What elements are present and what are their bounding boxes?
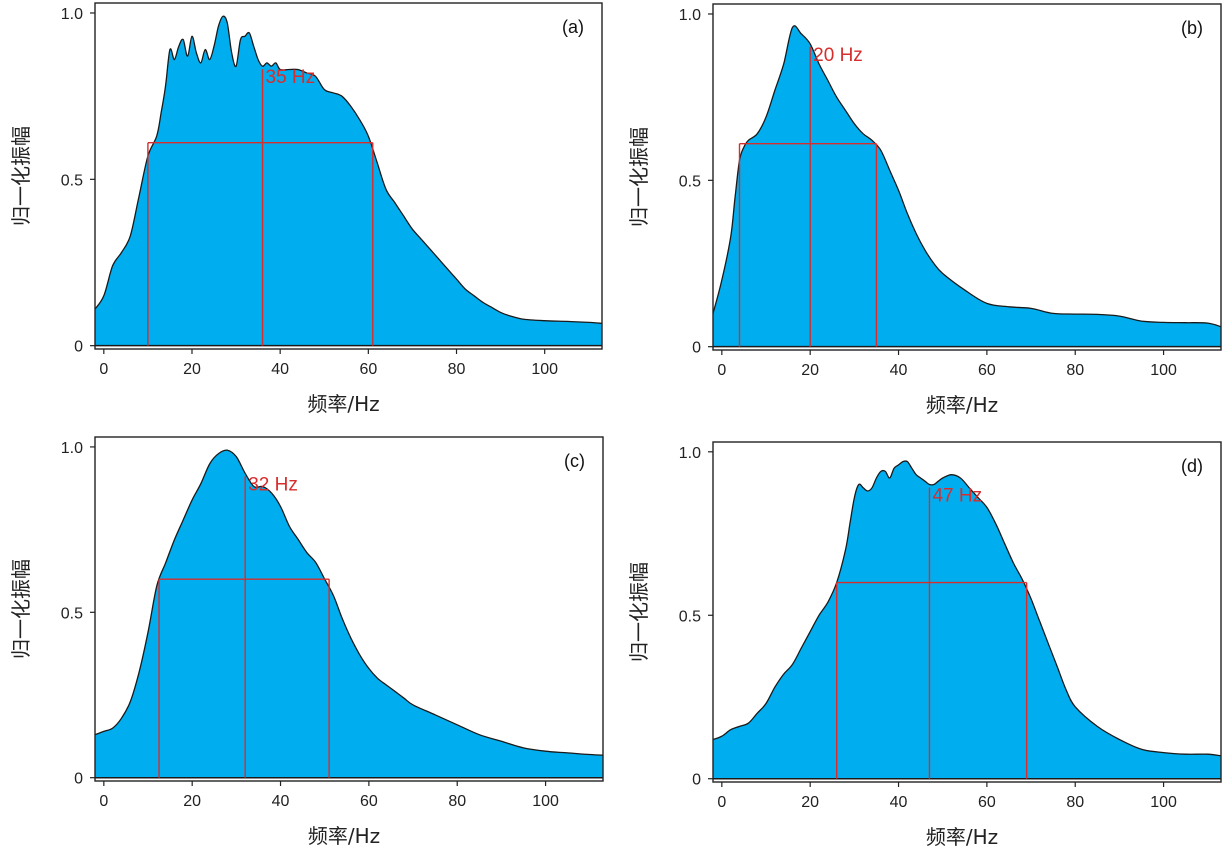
spectrum-outline xyxy=(94,15,603,325)
panel-label: (d) xyxy=(1181,456,1203,476)
plot-frame xyxy=(94,436,604,782)
spectrum-area xyxy=(95,450,603,778)
chart-panel-d: 47 Hz 0 20 40 60 80 100 0 0.5 1.0 频率/Hz 归一化振幅 (d) xyxy=(627,441,1222,849)
spectrum-area xyxy=(713,460,1221,779)
spectrum-outline xyxy=(94,449,604,756)
x-tick-label: 80 xyxy=(448,793,466,810)
x-tick-label: 20 xyxy=(183,793,201,810)
plot-frame xyxy=(712,3,1222,351)
spectrum-area xyxy=(95,16,602,346)
y-tick-label: 0 xyxy=(74,339,83,356)
x-tick-label: 60 xyxy=(359,361,377,378)
x-tick-label: 100 xyxy=(1150,362,1177,379)
chart-panel-c: 32 Hz 0 20 40 60 80 100 0 0.5 1.0 频率/Hz 归一化振幅 (c) xyxy=(9,436,604,848)
peak-frequency-label: 35 Hz xyxy=(266,67,316,88)
y-tick-label: 1.0 xyxy=(679,445,701,462)
y-tick-label: 1.0 xyxy=(679,7,701,24)
chart-panel-b: 20 Hz 0 20 40 60 80 100 0 0.5 1.0 频率/Hz 归一化振幅 (b) xyxy=(627,3,1222,417)
x-tick-label: 0 xyxy=(99,793,108,810)
x-tick-label: 20 xyxy=(183,361,201,378)
y-axis-label: 归一化振幅 xyxy=(627,562,651,662)
panel-label: (b) xyxy=(1181,18,1203,38)
spectrum-area xyxy=(713,25,1221,347)
panel-label: (c) xyxy=(564,451,585,471)
x-tick-label: 0 xyxy=(717,362,726,379)
x-tick-label: 40 xyxy=(271,361,289,378)
plot-frame xyxy=(712,441,1222,783)
x-tick-label: 60 xyxy=(360,793,378,810)
x-tick-label: 20 xyxy=(801,794,819,811)
chart-panels: 35 Hz 0 20 40 60 80 100 0 0.5 1.0 频率/Hz 归一化振幅 (a) 20 … xyxy=(9,2,1222,849)
y-tick-label: 0 xyxy=(692,340,701,357)
y-tick-label: 0.5 xyxy=(61,172,83,189)
chart-panel-a: 35 Hz 0 20 40 60 80 100 0 0.5 1.0 频率/Hz 归一化振幅 (a) xyxy=(9,2,603,416)
x-tick-label: 80 xyxy=(1066,362,1084,379)
peak-frequency-label: 20 Hz xyxy=(813,45,863,66)
y-tick-label: 0.5 xyxy=(61,605,83,622)
y-tick-label: 0 xyxy=(692,772,701,789)
peak-frequency-label: 47 Hz xyxy=(932,486,982,507)
x-tick-label: 40 xyxy=(272,793,290,810)
x-axis-label: 频率/Hz xyxy=(307,392,379,416)
x-axis-label: 频率/Hz xyxy=(308,824,380,848)
x-tick-label: 100 xyxy=(1150,794,1177,811)
x-axis-label: 频率/Hz xyxy=(926,393,998,417)
x-tick-label: 40 xyxy=(890,794,908,811)
y-tick-label: 1.0 xyxy=(61,6,83,23)
x-tick-label: 100 xyxy=(531,361,558,378)
peak-frequency-label: 32 Hz xyxy=(248,474,298,495)
y-tick-label: 0 xyxy=(74,771,83,788)
plot-frame xyxy=(94,2,603,350)
x-axis-label: 频率/Hz xyxy=(926,825,998,849)
panel-label: (a) xyxy=(562,17,584,37)
x-tick-label: 0 xyxy=(717,794,726,811)
x-tick-label: 100 xyxy=(532,793,559,810)
x-tick-label: 80 xyxy=(1066,794,1084,811)
x-tick-label: 20 xyxy=(801,362,819,379)
y-tick-label: 0.5 xyxy=(679,608,701,625)
y-axis-label: 归一化振幅 xyxy=(9,126,33,226)
x-tick-label: 60 xyxy=(978,362,996,379)
x-tick-label: 0 xyxy=(99,361,108,378)
y-tick-label: 0.5 xyxy=(679,173,701,190)
spectrum-outline xyxy=(712,460,1222,757)
y-tick-label: 1.0 xyxy=(61,440,83,457)
y-axis-label: 归一化振幅 xyxy=(9,559,33,659)
x-tick-label: 80 xyxy=(448,361,466,378)
y-axis-label: 归一化振幅 xyxy=(627,127,651,227)
x-tick-label: 40 xyxy=(890,362,908,379)
x-tick-label: 60 xyxy=(978,794,996,811)
